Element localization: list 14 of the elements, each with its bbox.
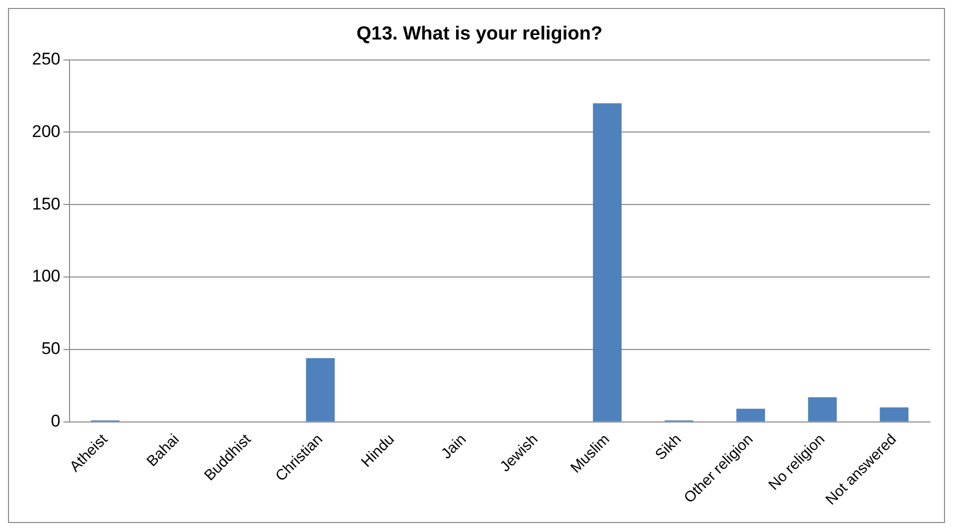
y-tick-label: 150 [32,194,60,214]
bar [808,397,837,422]
y-tick-label: 250 [32,49,60,68]
y-tick-label: 100 [32,266,60,286]
bar [880,407,908,422]
y-tick-label: 200 [32,122,60,141]
x-tick-label: Jain [438,430,470,462]
bar [736,408,766,422]
bar [306,358,335,422]
x-tick-label: Sikh [652,430,685,464]
bar [592,103,622,422]
y-tick-label: 0 [50,412,60,431]
chart-title: Q13. What is your religion? [356,24,602,45]
y-tick-label: 50 [41,339,60,358]
